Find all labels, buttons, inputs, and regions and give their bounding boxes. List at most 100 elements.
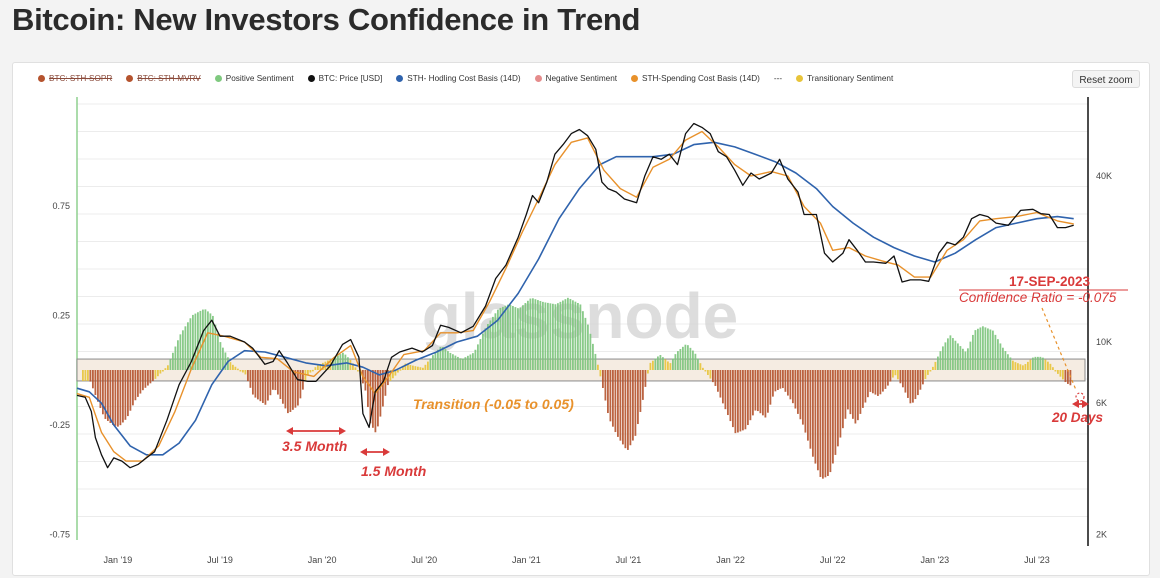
sentiment-bar (774, 370, 777, 392)
sentiment-bar (942, 346, 944, 370)
sentiment-bar (127, 370, 129, 417)
sentiment-bar (137, 370, 139, 397)
sentiment-bar (849, 370, 852, 415)
sentiment-bar (882, 370, 884, 392)
sentiment-bar (589, 333, 592, 370)
sentiment-bar (234, 366, 237, 370)
sentiment-bar (197, 312, 199, 370)
sentiment-bar (249, 370, 252, 388)
annotation-label: Transition (-0.05 to 0.05) (413, 396, 574, 412)
sentiment-bar (159, 370, 162, 374)
annotation-label: 3.5 Month (282, 438, 347, 454)
sentiment-bar (632, 370, 634, 441)
sentiment-bar (1039, 356, 1042, 370)
sentiment-bar (1047, 361, 1049, 370)
sentiment-bar (492, 316, 494, 370)
sentiment-bar (477, 344, 479, 370)
legend-item[interactable]: Positive Sentiment (214, 73, 294, 83)
sentiment-bar (922, 370, 924, 385)
sentiment-bar (667, 361, 669, 370)
legend-dot-icon (126, 74, 134, 82)
sentiment-bar (587, 324, 589, 370)
sentiment-bar (142, 370, 144, 391)
legend-item[interactable]: STH-Spending Cost Basis (14D) (631, 74, 760, 83)
sentiment-bar (852, 370, 854, 419)
sentiment-bar (744, 370, 747, 430)
sentiment-bar (164, 368, 167, 370)
sentiment-bar (822, 370, 824, 479)
sentiment-bar (317, 365, 319, 370)
sentiment-bar (712, 370, 714, 383)
legend-item[interactable]: Transitionary Sentiment (796, 74, 893, 83)
sentiment-bar (264, 370, 267, 405)
legend-item[interactable]: BTC: STH-SOPR (38, 74, 112, 83)
annotation-label: 1.5 Month (361, 463, 426, 479)
sentiment-bar (209, 313, 212, 370)
legend-item[interactable]: Negative Sentiment (534, 74, 617, 83)
sentiment-bar (792, 370, 794, 404)
sentiment-bar (1042, 357, 1044, 370)
sentiment-bar (422, 367, 424, 370)
sentiment-bar (167, 365, 169, 370)
legend-item[interactable]: STH- Hodling Cost Basis (14D) (396, 74, 521, 83)
sentiment-bar (932, 366, 934, 370)
sentiment-bar (252, 370, 254, 395)
arrow-3-5-month-head (286, 427, 293, 435)
sentiment-bar (569, 298, 572, 370)
sentiment-bar (287, 370, 289, 414)
sentiment-bar (652, 360, 654, 370)
sentiment-bar (262, 370, 264, 403)
sentiment-bar (89, 370, 92, 382)
sentiment-bar (794, 370, 797, 409)
sentiment-bar (172, 352, 174, 370)
sentiment-bar (564, 299, 567, 370)
legend-item[interactable]: --- (774, 74, 782, 83)
sentiment-bar (884, 370, 887, 389)
sentiment-bar (377, 370, 379, 427)
legend-item[interactable]: BTC: Price [USD] (307, 74, 382, 83)
sentiment-bar (687, 345, 689, 370)
sentiment-bar (739, 370, 742, 432)
sentiment-bar (702, 367, 704, 370)
sentiment-bar (842, 370, 844, 429)
sentiment-bar (432, 355, 434, 370)
sentiment-bar (659, 355, 662, 370)
right-axis-tick: 2K (1096, 530, 1107, 540)
sentiment-bar (487, 324, 489, 370)
legend-item[interactable]: BTC: STH-MVRV (126, 74, 201, 83)
sentiment-bar (149, 370, 152, 384)
sentiment-bar (207, 311, 209, 370)
sentiment-bar (429, 358, 432, 370)
sentiment-bar (272, 370, 274, 390)
sentiment-bar (839, 370, 842, 438)
left-axis-tick: 0.25 (52, 310, 70, 320)
sentiment-bar (192, 314, 194, 370)
sentiment-bar (684, 344, 687, 370)
x-axis-tick: Jul '20 (411, 555, 437, 565)
sentiment-bar (902, 370, 904, 388)
sentiment-bar (949, 335, 952, 370)
sentiment-bar (974, 330, 977, 370)
sentiment-bar (984, 327, 987, 370)
sentiment-bar (1064, 370, 1067, 383)
sentiment-bar (669, 363, 672, 370)
sentiment-bar (917, 370, 919, 396)
sentiment-bar (779, 370, 782, 389)
sentiment-bar (534, 299, 537, 370)
sentiment-bar (807, 370, 809, 441)
legend-label: Positive Sentiment (225, 73, 294, 83)
x-axis-tick: Jan '21 (512, 555, 541, 565)
reset-zoom-button[interactable]: Reset zoom (1072, 70, 1140, 88)
sentiment-bar (862, 370, 864, 408)
sentiment-bar (437, 349, 439, 370)
sentiment-bar (762, 370, 764, 416)
sentiment-bar (532, 298, 534, 370)
arrow-20-days-head (1082, 400, 1089, 408)
sentiment-bar (697, 358, 699, 370)
sentiment-bar (924, 370, 927, 379)
sentiment-bar (989, 329, 992, 370)
sentiment-bar (112, 370, 114, 425)
sentiment-bar (799, 370, 802, 420)
sentiment-bar (622, 370, 624, 445)
